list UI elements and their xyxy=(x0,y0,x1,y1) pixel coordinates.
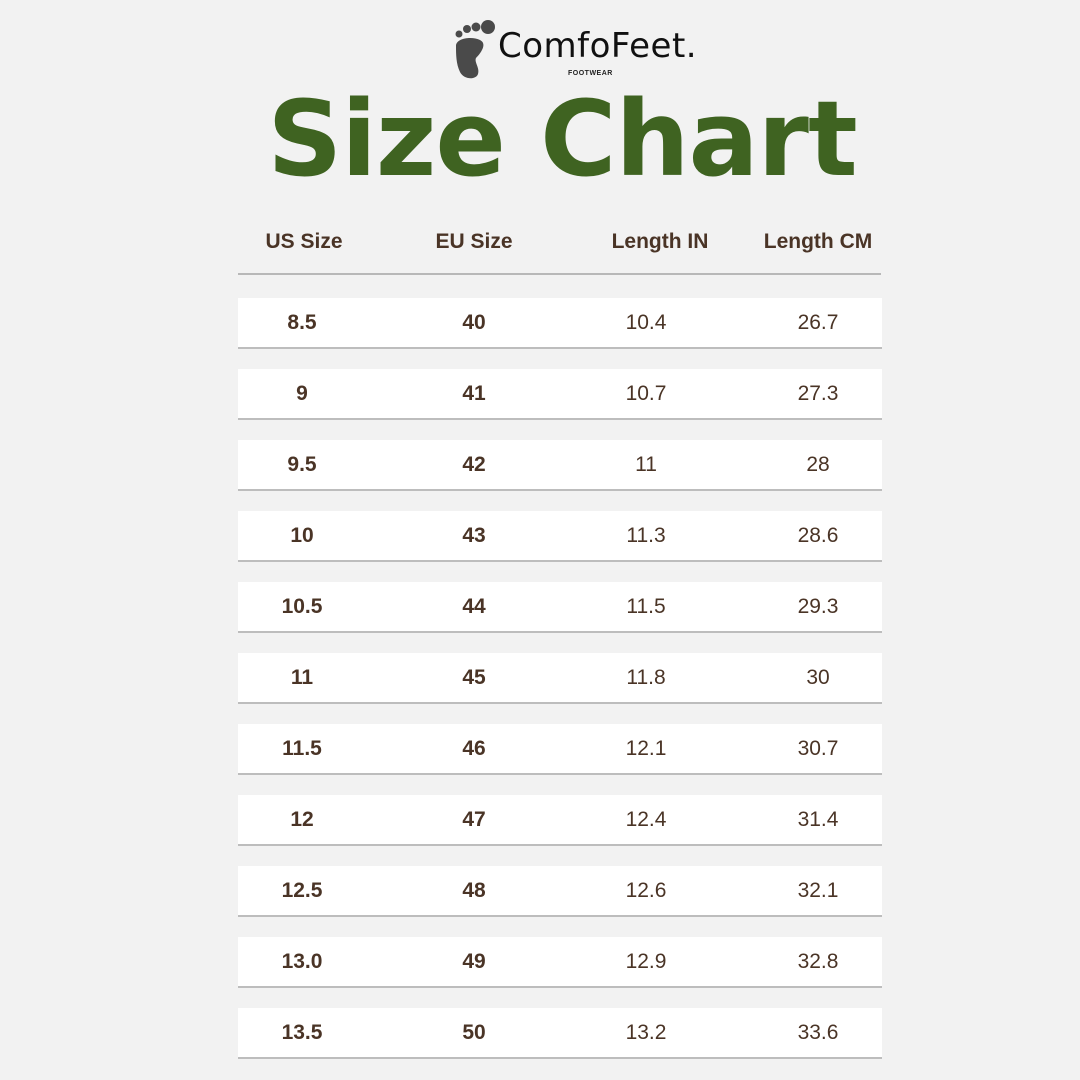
cell-us-size: 11 xyxy=(290,666,314,689)
cell-eu-size: 46 xyxy=(462,737,486,760)
cell-eu-size: 41 xyxy=(462,382,486,405)
cell-us-size: 13.5 xyxy=(281,1021,323,1044)
cell-length-cm: 26.7 xyxy=(797,311,839,334)
cell-eu-size: 47 xyxy=(462,808,486,831)
cell-us-size: 12 xyxy=(290,808,314,831)
table-row: 13.0 49 12.9 32.8 xyxy=(238,937,882,988)
cell-us-size: 10 xyxy=(290,524,314,547)
page-title: Size Chart xyxy=(267,78,857,200)
header-eu-size: EU Size xyxy=(435,230,513,253)
cell-length-in: 11.3 xyxy=(626,524,666,547)
cell-length-in: 13.2 xyxy=(625,1021,667,1044)
cell-length-cm: 31.4 xyxy=(797,808,839,831)
cell-length-cm: 33.6 xyxy=(797,1021,839,1044)
cell-length-in: 12.6 xyxy=(625,879,667,902)
brand-tagline: FOOTWEAR xyxy=(568,70,613,77)
cell-us-size: 9.5 xyxy=(287,453,317,476)
table-row: 8.5 40 10.4 26.7 xyxy=(238,298,882,349)
header-length-cm: Length CM xyxy=(763,230,873,253)
cell-length-in: 11.8 xyxy=(626,666,666,689)
cell-eu-size: 49 xyxy=(462,950,486,973)
brand-name: ComfoFeet. xyxy=(498,26,698,66)
cell-us-size: 11.5 xyxy=(282,737,322,760)
table-row: 10.5 44 11.5 29.3 xyxy=(238,582,882,633)
header-us-size: US Size xyxy=(265,230,343,253)
cell-us-size: 13.0 xyxy=(281,950,323,973)
cell-eu-size: 40 xyxy=(462,311,486,334)
table-row: 12.5 48 12.6 32.1 xyxy=(238,866,882,917)
cell-length-cm: 32.1 xyxy=(797,879,839,902)
cell-length-cm: 30 xyxy=(806,666,830,689)
table-row: 9 41 10.7 27.3 xyxy=(238,369,882,420)
cell-length-cm: 27.3 xyxy=(797,382,839,405)
cell-us-size: 8.5 xyxy=(287,311,317,334)
brand-logo: ComfoFeet. FOOTWEAR xyxy=(450,16,710,82)
cell-length-cm: 28 xyxy=(806,453,830,476)
cell-eu-size: 48 xyxy=(462,879,486,902)
table-row: 10 43 11.3 28.6 xyxy=(238,511,882,562)
cell-length-in: 12.1 xyxy=(625,737,667,760)
table-row: 11.5 46 12.1 30.7 xyxy=(238,724,882,775)
table-row: 11 45 11.8 30 xyxy=(238,653,882,704)
cell-us-size: 12.5 xyxy=(281,879,323,902)
cell-length-in: 12.4 xyxy=(625,808,667,831)
cell-us-size: 10.5 xyxy=(281,595,323,618)
cell-length-in: 11.5 xyxy=(626,595,666,618)
cell-length-in: 11 xyxy=(635,453,657,476)
footprint-icon xyxy=(455,20,495,79)
cell-length-cm: 28.6 xyxy=(797,524,839,547)
table-row: 13.5 50 13.2 33.6 xyxy=(238,1008,882,1059)
cell-length-cm: 32.8 xyxy=(797,950,839,973)
cell-eu-size: 43 xyxy=(462,524,486,547)
cell-length-cm: 30.7 xyxy=(797,737,839,760)
table-row: 12 47 12.4 31.4 xyxy=(238,795,882,846)
cell-length-cm: 29.3 xyxy=(797,595,839,618)
header-length-in: Length IN xyxy=(611,230,709,253)
cell-length-in: 10.7 xyxy=(625,382,667,405)
cell-length-in: 12.9 xyxy=(625,950,667,973)
cell-length-in: 10.4 xyxy=(625,311,667,334)
cell-eu-size: 42 xyxy=(462,453,486,476)
cell-eu-size: 50 xyxy=(462,1021,486,1044)
table-row: 9.5 42 11 28 xyxy=(238,440,882,491)
header-divider xyxy=(238,273,881,275)
cell-eu-size: 45 xyxy=(462,666,486,689)
cell-eu-size: 44 xyxy=(462,595,486,618)
cell-us-size: 9 xyxy=(296,382,308,405)
